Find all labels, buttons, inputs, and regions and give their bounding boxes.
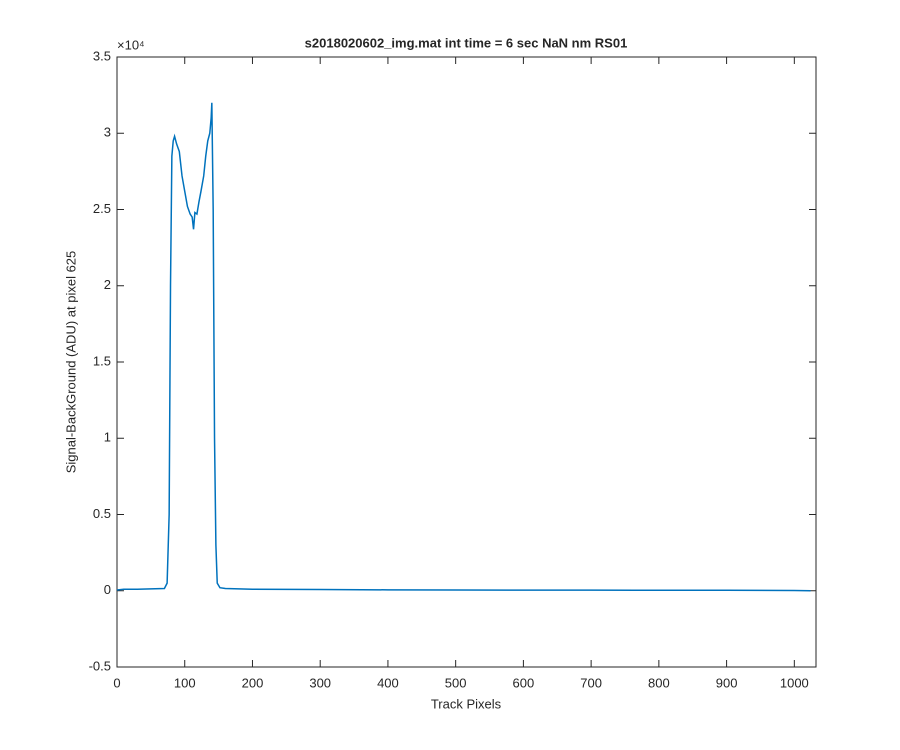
y-axis-label: Signal-BackGround (ADU) at pixel 625 bbox=[63, 251, 78, 474]
x-tick-label: 1000 bbox=[780, 675, 809, 690]
x-axis-label: Track Pixels bbox=[431, 696, 502, 711]
x-tick-label: 500 bbox=[445, 675, 467, 690]
y-tick-label: 3 bbox=[104, 125, 111, 140]
y-tick-label: 3.5 bbox=[93, 48, 111, 63]
y-tick-label: 2 bbox=[104, 277, 111, 292]
x-tick-label: 700 bbox=[580, 675, 602, 690]
y-tick-label: 0.5 bbox=[93, 506, 111, 521]
x-tick-label: 900 bbox=[716, 675, 738, 690]
y-tick-label: 1 bbox=[104, 430, 111, 445]
x-tick-label: 800 bbox=[648, 675, 670, 690]
x-tick-label: 100 bbox=[174, 675, 196, 690]
x-tick-label: 300 bbox=[309, 675, 331, 690]
y-tick-label: 1.5 bbox=[93, 353, 111, 368]
y-scale-label: ×10⁴ bbox=[117, 37, 145, 52]
y-tick-label: 0 bbox=[104, 582, 111, 597]
x-tick-label: 600 bbox=[513, 675, 535, 690]
y-tick-label: -0.5 bbox=[89, 658, 111, 673]
x-tick-label: 400 bbox=[377, 675, 399, 690]
x-tick-label: 200 bbox=[242, 675, 264, 690]
y-tick-label: 2.5 bbox=[93, 201, 111, 216]
data-line bbox=[116, 102, 811, 592]
x-tick-label: 0 bbox=[113, 675, 120, 690]
chart-title: s2018020602_img.mat int time = 6 sec NaN… bbox=[305, 35, 628, 50]
